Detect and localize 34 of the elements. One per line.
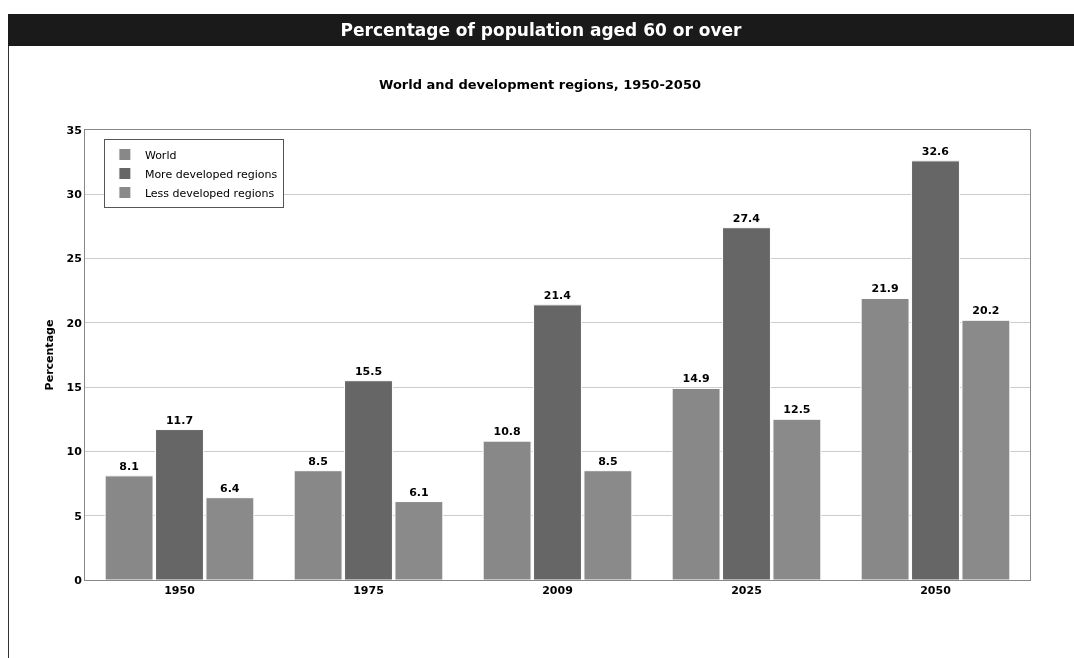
x-tick-label: 2050: [920, 584, 952, 598]
data-label: 15.5: [354, 364, 383, 378]
y-axis-title: Percentage: [43, 319, 56, 391]
y-tick-label: 35: [66, 123, 82, 137]
y-tick-label: 10: [66, 445, 83, 459]
data-label: 21.4: [543, 288, 572, 302]
y-tick-label: 0: [74, 573, 83, 587]
x-tick-label: 1950: [164, 584, 196, 598]
x-tick-label: 1975: [353, 584, 384, 598]
data-label: 12.5: [783, 403, 811, 417]
y-tick-label: 15: [66, 380, 82, 394]
x-tick-label: 2025: [731, 584, 762, 598]
data-label: 11.7: [165, 413, 194, 427]
y-tick-label: 25: [66, 252, 82, 266]
chart-title: Percentage of population aged 60 or over: [8, 14, 1074, 46]
data-label: 6.4: [219, 481, 240, 495]
data-label: 10.8: [493, 425, 521, 439]
legend-label: World: [144, 148, 177, 162]
chart-subtitle: World and development regions, 1950-2050: [379, 77, 701, 93]
y-tick-label: 20: [66, 316, 83, 330]
data-label: 8.5: [308, 454, 328, 468]
legend-label: Less developed regions: [144, 186, 275, 200]
legend-label: More developed regions: [144, 167, 278, 181]
data-label: 14.9: [682, 372, 710, 386]
data-label: 21.9: [871, 282, 899, 296]
y-tick-label: 30: [66, 188, 83, 202]
data-label: 8.5: [598, 454, 618, 468]
data-label: 32.6: [921, 144, 950, 158]
data-label: 6.1: [409, 485, 429, 499]
y-tick-label: 5: [74, 509, 82, 523]
data-label: 27.4: [732, 211, 761, 225]
data-label: 20.2: [972, 304, 1000, 318]
data-label: 8.1: [119, 459, 139, 473]
x-tick-label: 2009: [542, 584, 573, 598]
